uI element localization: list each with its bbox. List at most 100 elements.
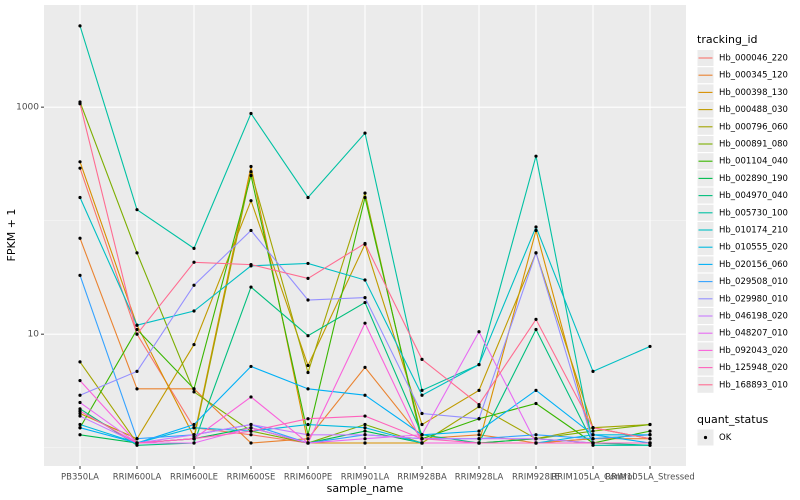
data-point [420,433,424,437]
data-point [78,433,82,437]
x-tick-label: RRIM600LA [113,473,162,483]
legend-label: Hb_000046_220 [719,54,788,64]
data-point [192,437,196,441]
data-point [363,429,367,433]
legend-label: OK [719,433,732,443]
legend-label: Hb_005730_100 [719,208,788,218]
x-tick-label: RRIM105LA_Control [551,473,635,483]
data-point [78,166,82,170]
data-point [534,388,538,392]
data-point [648,344,652,349]
data-point [534,317,538,321]
legend-label: Hb_046198_020 [719,312,788,322]
data-point [363,241,367,246]
data-point [306,261,310,266]
data-point [591,426,595,430]
y-axis-title: FPKM + 1 [5,209,18,262]
data-point [78,400,82,405]
data-point [135,387,139,391]
data-point [363,422,367,427]
data-point [192,309,196,313]
legend-label: Hb_001104_040 [719,157,788,167]
data-point [420,411,424,416]
data-point [249,228,253,233]
data-point [78,102,82,106]
data-point [420,422,424,427]
data-point [306,437,310,441]
legend-label: Hb_000398_130 [719,88,788,98]
data-point [249,173,253,178]
legend-label: Hb_010174_210 [719,226,788,236]
data-point [78,414,82,418]
data-point [534,437,538,441]
data-point [306,441,310,445]
x-tick-label: RRIM928LE [512,473,560,483]
legend-label: Hb_000796_060 [719,122,788,132]
data-point [78,407,82,411]
legend-swatch [703,435,708,440]
data-point [477,429,481,433]
data-point [249,170,253,174]
x-tick-label: RRIM600SE [227,473,276,483]
legend-label: Hb_029508_010 [719,277,788,287]
legend-label: Hb_000891_080 [719,140,788,150]
x-tick-label: RRIM901LA [341,473,390,483]
data-point [192,283,196,287]
data-point [135,327,139,332]
x-axis-title: sample_name [327,482,404,495]
data-point [135,323,139,327]
data-point [534,225,538,229]
data-point [192,441,196,445]
data-point [192,433,196,437]
y-tick-label: 1000 [16,103,39,113]
data-point [534,401,538,406]
y-tick-label: 10 [28,330,40,340]
data-point [363,278,367,282]
data-point [78,409,82,413]
x-tick-label: RRIM928LA [455,473,504,483]
data-point [78,411,82,416]
data-point [420,357,424,361]
data-point [78,393,82,397]
legend-label: Hb_125948_020 [719,363,788,373]
legend-label: Hb_002890_190 [719,174,788,184]
data-point [591,369,595,374]
data-point [420,393,424,397]
data-point [306,195,310,200]
data-point [192,342,196,347]
data-point [249,422,253,427]
x-tick-label: RRIM105LA_Stressed [605,473,695,483]
data-point [306,387,310,391]
data-point [363,131,367,135]
data-point [363,300,367,305]
data-point [78,160,82,164]
data-point [306,334,310,338]
data-point [249,395,253,399]
data-point [534,441,538,445]
data-point [591,443,595,447]
data-point [477,402,481,407]
x-tick-label: RRIM600PE [284,473,332,483]
data-point [249,429,253,433]
data-point [135,332,139,336]
data-point [192,387,196,391]
data-point [363,365,367,369]
data-point [363,426,367,430]
data-point [306,298,310,302]
data-point [249,364,253,369]
legend-title: quant_status [697,413,769,426]
data-point [363,296,367,300]
data-point [192,246,196,250]
legend-label: Hb_000488_030 [719,105,788,115]
data-point [363,195,367,200]
data-point [363,433,367,437]
data-point [78,426,82,430]
data-point [363,321,367,325]
legend-label: Hb_168893_010 [719,380,788,390]
data-point [363,191,367,195]
data-point [135,437,139,441]
legend-label: Hb_029980_010 [719,294,788,304]
data-point [306,276,310,281]
data-point [648,441,652,445]
